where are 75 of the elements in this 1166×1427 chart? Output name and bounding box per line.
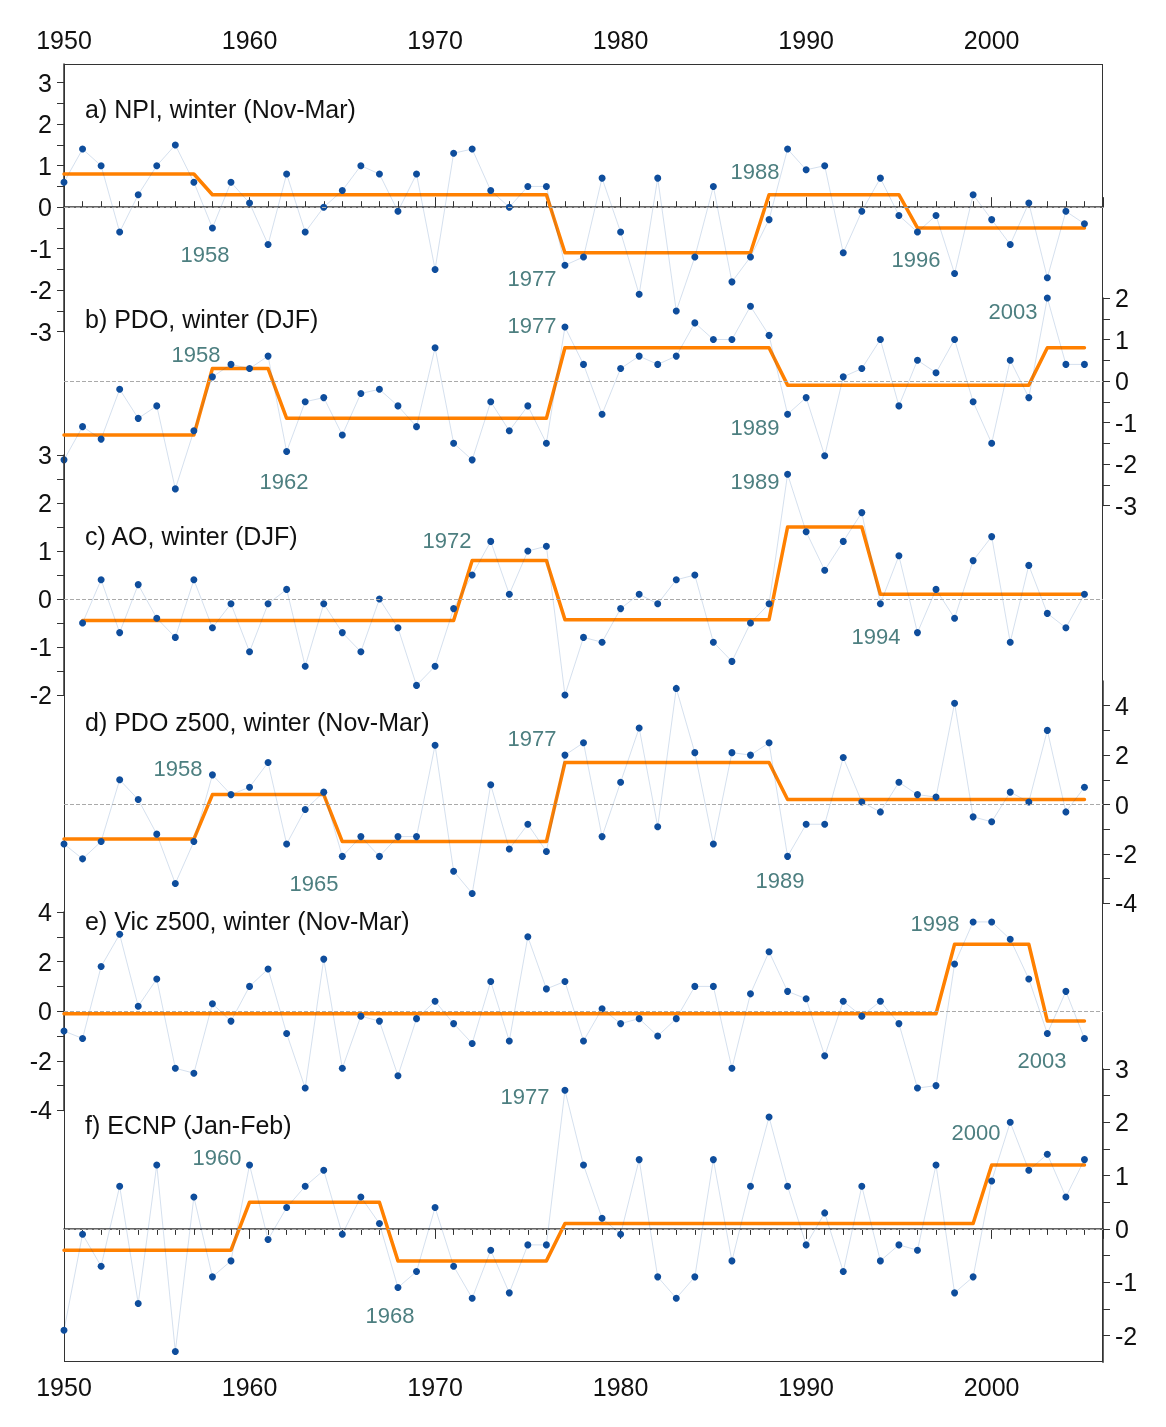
y-tick-label: -1 xyxy=(1115,1268,1138,1297)
x-tick-label: 1980 xyxy=(592,1372,649,1401)
annotation: 2000 xyxy=(951,1120,1001,1146)
y-tick-label: -2 xyxy=(1115,1321,1138,1350)
y-tick-label: -4 xyxy=(29,1096,53,1125)
annotation: 1977 xyxy=(507,725,557,751)
text: f) ECNP (Jan-Feb) xyxy=(85,1111,292,1140)
chart-title: b) PDO, winter (DJF) xyxy=(85,304,319,333)
y-tick-label: 1 xyxy=(1115,1161,1129,1190)
y-tick-label: -4 xyxy=(1115,888,1138,917)
y-tick-label: 2 xyxy=(38,947,52,976)
x-tick-label: 1950 xyxy=(36,25,92,54)
x-tick-label: 1960 xyxy=(221,1372,278,1401)
text: d) PDO z500, winter (Nov-Mar) xyxy=(85,707,430,736)
x-tick-label: 1960 xyxy=(221,25,278,54)
text: c) AO, winter (DJF) xyxy=(85,521,298,550)
y-tick-label: 0 xyxy=(38,585,52,613)
x-tick-label: 1990 xyxy=(778,25,834,54)
annotation: 1998 xyxy=(910,910,960,936)
annotation: 1958 xyxy=(171,341,221,367)
y-tick-label: 3 xyxy=(38,68,52,97)
y-tick-label: 3 xyxy=(1115,1055,1129,1084)
annotation: 1988 xyxy=(730,158,780,184)
annotation: 1977 xyxy=(500,1084,550,1110)
y-tick-label: -1 xyxy=(29,633,52,661)
y-tick-label: 2 xyxy=(38,489,52,517)
y-tick-label: 2 xyxy=(1115,284,1129,312)
y-tick-label: -2 xyxy=(1115,450,1138,478)
annotation: 1989 xyxy=(730,468,780,494)
text: a) NPI, winter (Nov-Mar) xyxy=(85,94,356,123)
y-tick-label: 0 xyxy=(1115,367,1129,395)
annotation: 2003 xyxy=(1017,1047,1067,1073)
annotation: 1960 xyxy=(192,1145,242,1171)
y-tick-label: 2 xyxy=(1115,740,1129,769)
annotation: 1989 xyxy=(730,414,780,440)
y-tick-label: 1 xyxy=(1115,325,1129,354)
annotation: 1965 xyxy=(289,870,339,896)
y-tick-label: 0 xyxy=(38,193,52,221)
annotation: 1958 xyxy=(180,241,230,267)
y-tick-label: -2 xyxy=(29,1046,52,1075)
x-tick-label: 2000 xyxy=(963,1372,1020,1401)
y-tick-label: 0 xyxy=(1115,1214,1129,1243)
y-tick-label: 2 xyxy=(1115,1108,1129,1137)
annotation: 1977 xyxy=(507,265,557,291)
x-tick-label: 1970 xyxy=(407,25,463,54)
y-tick-label: -1 xyxy=(29,234,52,263)
annotation: 2003 xyxy=(988,298,1038,324)
y-tick-label: -2 xyxy=(1115,839,1138,868)
x-tick-label: 1980 xyxy=(592,25,649,54)
annotation: 1972 xyxy=(422,527,472,553)
y-tick-label: 1 xyxy=(38,537,52,565)
annotation: 1989 xyxy=(755,867,805,893)
y-tick-label: -2 xyxy=(29,276,52,304)
y-tick-label: -1 xyxy=(1115,408,1138,437)
y-tick-label: -3 xyxy=(1115,491,1138,520)
annotation: 1958 xyxy=(153,755,203,781)
y-tick-label: 2 xyxy=(38,110,52,138)
y-tick-label: -3 xyxy=(29,317,52,346)
y-tick-label: 0 xyxy=(38,997,52,1025)
annotation: 1962 xyxy=(259,468,309,494)
x-tick-label: 1990 xyxy=(778,1372,834,1401)
x-tick-label: 1970 xyxy=(407,1372,463,1401)
y-tick-label: 4 xyxy=(1115,691,1129,720)
y-tick-label: 3 xyxy=(38,441,52,469)
y-tick-label: 4 xyxy=(38,897,53,926)
annotation: 1994 xyxy=(851,623,901,649)
x-tick-label: 1950 xyxy=(36,1372,92,1401)
annotation: 1996 xyxy=(891,246,941,272)
annotation: 1977 xyxy=(507,312,557,338)
chart-title: e) Vic z500, winter (Nov-Mar) xyxy=(85,906,410,935)
y-tick-label: 0 xyxy=(1115,790,1129,818)
annotation: 1968 xyxy=(365,1303,415,1329)
x-tick-label: 2000 xyxy=(963,25,1020,54)
y-tick-label: -2 xyxy=(29,681,52,709)
y-tick-label: 1 xyxy=(38,151,52,180)
